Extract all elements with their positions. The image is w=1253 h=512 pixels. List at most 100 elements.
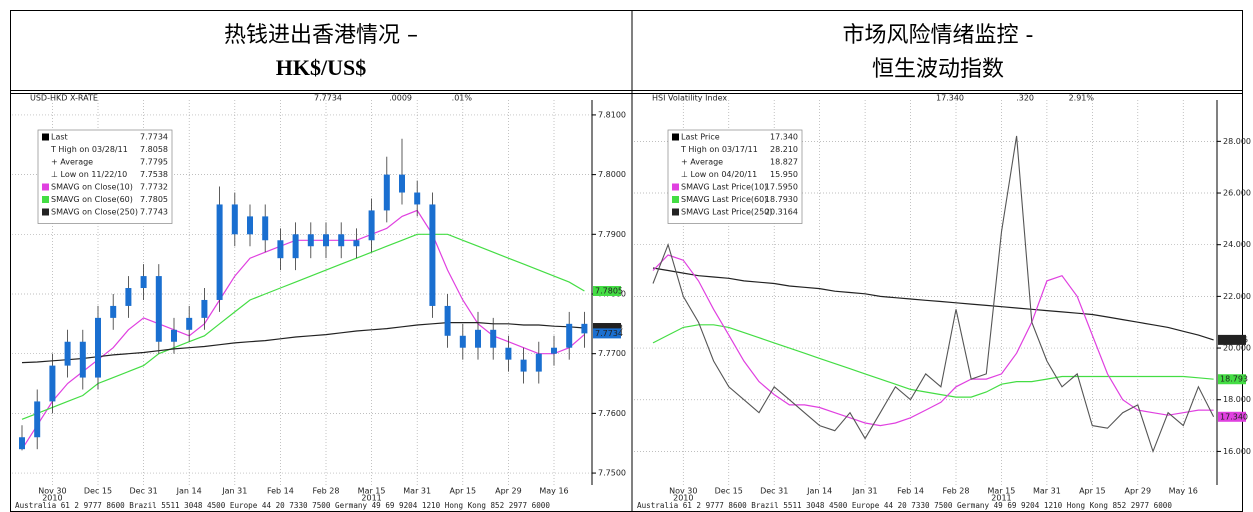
legend-label: ⊥ Low on 04/20/11 <box>681 170 757 179</box>
series-line <box>652 267 1214 341</box>
x-year-label: 2011 <box>361 494 381 503</box>
value-tag-label: 7.7743 <box>595 324 623 333</box>
x-tick-label: Jan 14 <box>176 487 202 496</box>
legend-swatch <box>42 196 49 203</box>
candle-body <box>551 347 557 354</box>
candle-body <box>520 359 527 372</box>
plot-area <box>652 135 1215 454</box>
candle-body <box>444 305 451 336</box>
candle-body <box>368 210 375 241</box>
legend-label: Last Price <box>681 133 720 142</box>
legend-value: 7.7734 <box>140 133 168 142</box>
x-tick-label: Jan 31 <box>852 487 878 496</box>
y-tick-label: 7.7500 <box>598 469 626 478</box>
legend-value: 17.5950 <box>765 183 798 192</box>
ticker-text: .0009 <box>389 94 412 103</box>
y-tick-label: 7.7700 <box>598 349 626 358</box>
header-title: 市场风险情绪监控 - <box>843 23 1034 48</box>
legend-label: Last <box>51 133 68 142</box>
x-tick-label: Nov 30 <box>38 487 66 496</box>
x-tick-label: Mar 31 <box>1033 487 1061 496</box>
candle-body <box>64 341 71 366</box>
y-tick-label: 7.8000 <box>598 170 626 179</box>
x-tick-label: Dec 31 <box>129 487 157 496</box>
y-tick-label: 24.000 <box>1223 240 1251 249</box>
x-tick-label: May 16 <box>539 487 568 496</box>
candle-body <box>34 401 41 438</box>
legend-box <box>667 129 803 224</box>
legend-swatch <box>672 208 679 216</box>
candle-body <box>216 204 223 300</box>
series-line <box>21 233 585 420</box>
x-tick-label: Mar 31 <box>403 487 431 496</box>
x-tick-label: Feb 14 <box>267 487 294 496</box>
candle-body <box>338 234 345 247</box>
legend-label: SMAVG Last Price(250) <box>681 208 772 217</box>
candle-body <box>95 317 101 378</box>
y-tick-label: 20.000 <box>1223 344 1251 353</box>
value-tag <box>1218 334 1246 345</box>
candle-body <box>383 174 390 211</box>
legend-value: 7.8058 <box>140 145 168 154</box>
legend-value: 18.827 <box>770 158 798 167</box>
candle-body <box>307 234 314 247</box>
legend-label: T High on 03/17/11 <box>680 145 758 154</box>
candle-body <box>262 216 269 241</box>
value-tag-label: 17.340 <box>1220 412 1248 421</box>
ticker-text: HSI Volatility Index <box>652 94 727 103</box>
value-tag <box>593 328 621 339</box>
x-tick-label: Apr 29 <box>495 487 522 496</box>
candle-body <box>475 329 481 348</box>
legend-swatch <box>42 133 49 141</box>
legend-value: 7.7795 <box>140 158 168 167</box>
legend-label: SMAVG on Close(10) <box>51 183 133 192</box>
y-tick-label: 7.7900 <box>598 230 626 239</box>
series-line <box>652 135 1215 454</box>
x-year-label: 2010 <box>42 494 62 503</box>
legend-value: 7.7743 <box>140 208 168 217</box>
ticker-text: 2.91% <box>1069 94 1095 103</box>
value-tag-label: 18.793 <box>1220 375 1248 384</box>
footer: Australia 61 2 9777 8600 Brazil 5511 304… <box>637 501 1172 510</box>
x-tick-label: Dec 15 <box>715 487 743 496</box>
y-tick-label: 7.8100 <box>598 110 626 119</box>
y-tick-label: 26.000 <box>1223 189 1251 198</box>
x-tick-label: Apr 29 <box>1125 487 1152 496</box>
series-line <box>652 254 1214 427</box>
legend-value: 17.340 <box>770 133 798 142</box>
ticker-text: USD-HKD X-RATE <box>30 94 98 103</box>
candle-body <box>277 240 284 259</box>
candle-body <box>429 204 436 306</box>
candle-body <box>231 204 238 235</box>
x-tick-label: May 16 <box>1169 487 1198 496</box>
y-tick-label: 28.000 <box>1223 137 1251 146</box>
plot-area <box>19 138 588 451</box>
value-tag <box>1218 411 1246 422</box>
candle-body <box>140 276 147 289</box>
candle-body <box>49 365 56 402</box>
ticker-text: 17.340 <box>936 94 964 103</box>
legend-label: T High on 03/28/11 <box>50 145 128 154</box>
legend-swatch <box>672 183 679 191</box>
candle-body <box>79 341 86 378</box>
value-tag <box>1218 374 1246 385</box>
x-tick-label: Nov 30 <box>669 487 697 496</box>
candle-body <box>19 437 25 450</box>
x-tick-label: Dec 31 <box>760 487 788 496</box>
candle-body <box>323 234 329 247</box>
candle-body <box>353 240 360 247</box>
candle-body <box>490 329 497 348</box>
candle-body <box>505 347 512 360</box>
legend-label: ⊥ Low on 11/22/10 <box>51 170 127 179</box>
x-tick-label: Dec 15 <box>84 487 112 496</box>
candle-body <box>292 234 299 259</box>
legend-swatch <box>42 208 49 216</box>
legend-label: + Average <box>681 158 723 167</box>
x-tick-label: Feb 14 <box>897 487 924 496</box>
value-tag-label: 7.7805 <box>595 287 623 296</box>
value-tag <box>593 286 621 297</box>
x-tick-label: Mar 15 <box>988 487 1016 496</box>
candle-body <box>399 174 405 193</box>
